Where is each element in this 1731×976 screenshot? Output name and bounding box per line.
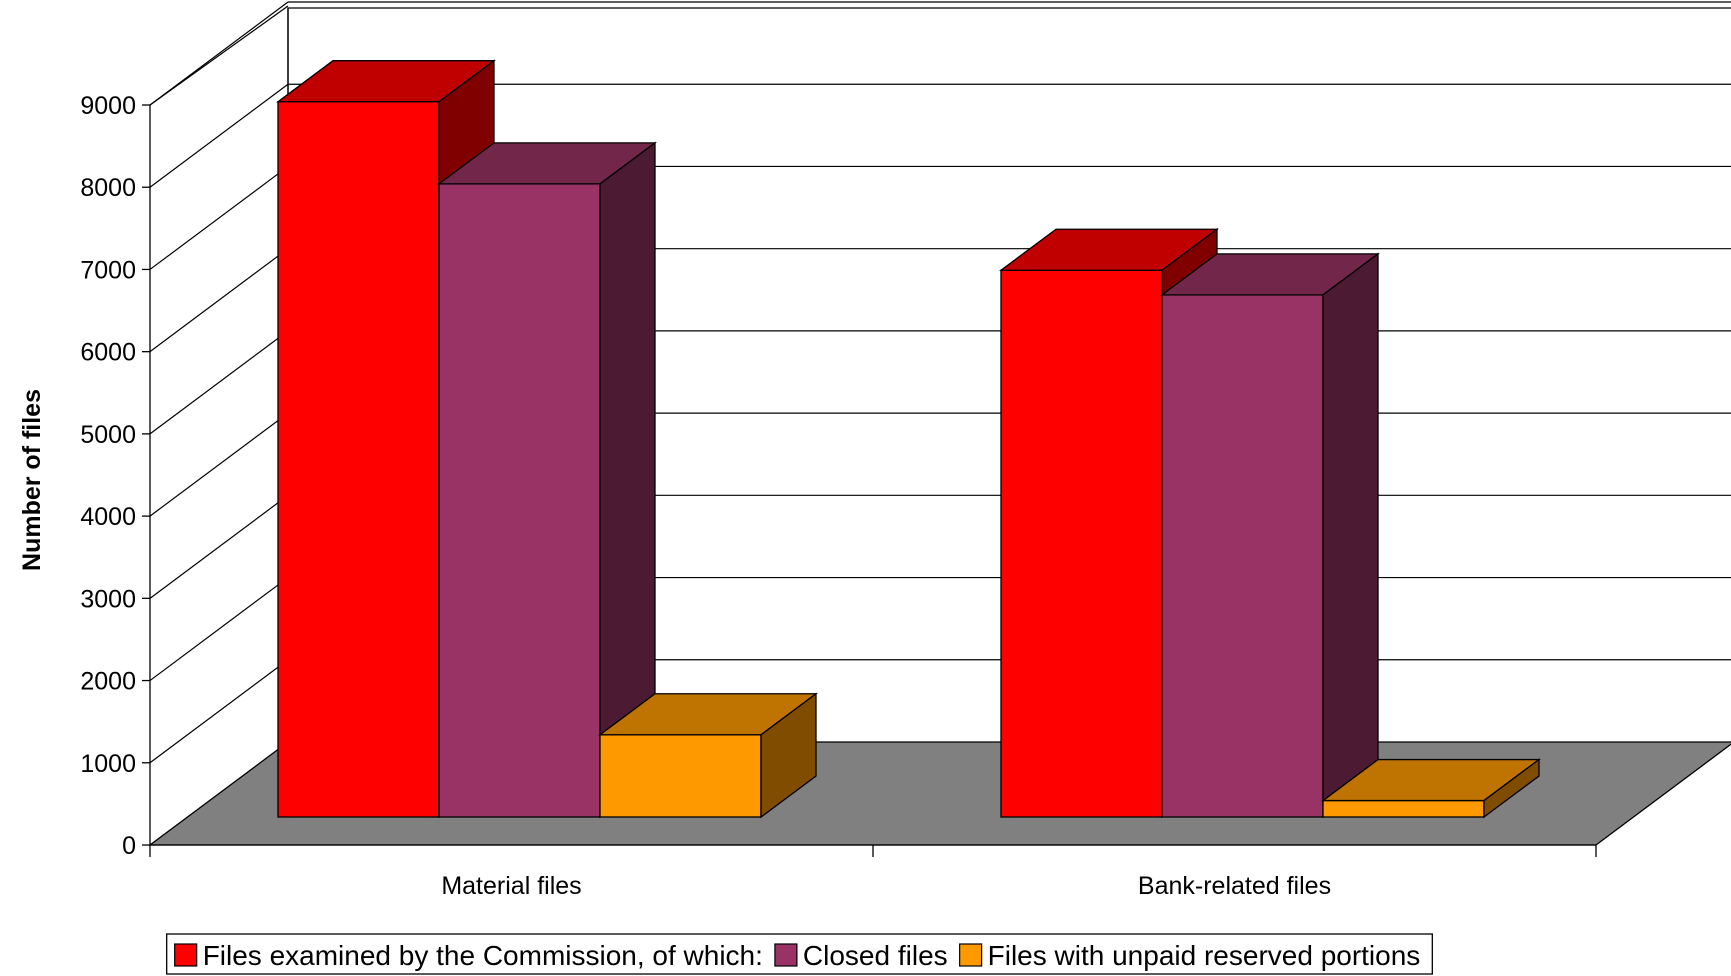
legend-swatch (174, 943, 198, 967)
y-tick-label: 3000 (80, 585, 136, 613)
bar-front (1322, 799, 1485, 818)
y-tick-label: 4000 (80, 503, 136, 531)
bars (276, 59, 1541, 819)
y-tick-label: 7000 (80, 256, 136, 284)
bar-front (277, 101, 440, 818)
side-wall-gridline (149, 83, 289, 188)
legend-box (166, 933, 1433, 975)
side-wall-gridline (149, 494, 289, 599)
bar-front (1000, 269, 1163, 818)
bar (1160, 252, 1380, 819)
x-category-label: Bank-related files (1138, 872, 1331, 900)
bar-side (760, 692, 817, 819)
legend-label: Closed files (803, 940, 948, 971)
side-wall-gridline (149, 577, 289, 682)
legend: Files examined by the Commission, of whi… (166, 933, 1433, 975)
side-wall-gridline (149, 165, 289, 270)
legend-item: Closed files (774, 940, 948, 971)
y-axis: 0 1000 2000 3000 4000 5000 6000 7000 8000 9000 (80, 8, 289, 860)
legend-label: Files with unpaid reserved portions (988, 940, 1421, 971)
x-axis: Material files Bank-related files (149, 844, 1597, 900)
legend-label: Files examined by the Commission, of whi… (203, 940, 763, 971)
y-tick-label: 5000 (80, 421, 136, 449)
bar (437, 141, 657, 819)
y-tick-label: 2000 (80, 668, 136, 696)
side-wall-top-edge (149, 5, 289, 106)
side-wall-gridline (149, 412, 289, 517)
bar (1321, 758, 1541, 819)
bar-side (1483, 758, 1540, 819)
bar-front (1161, 294, 1324, 818)
x-category-label: Material files (441, 872, 581, 900)
legend-swatch (959, 943, 983, 967)
bar-side (1322, 252, 1379, 819)
bar (598, 692, 818, 819)
y-tick-label: 8000 (80, 174, 136, 202)
side-wall-gridline (149, 330, 289, 435)
side-wall-gridline (149, 659, 289, 764)
y-tick-label: 9000 (80, 92, 136, 120)
y-tick-label: 6000 (80, 339, 136, 367)
legend-item: Files with unpaid reserved portions (959, 940, 1421, 971)
bar-front (599, 734, 762, 818)
y-axis-title: Number of files (18, 389, 46, 571)
legend-item: Files examined by the Commission, of whi… (174, 940, 763, 971)
legend-swatch (774, 943, 798, 967)
side-wall-gridline (149, 248, 289, 353)
y-tick-label: 1000 (80, 750, 136, 778)
y-tick-label: 0 (122, 832, 136, 860)
bar-front (438, 183, 601, 818)
